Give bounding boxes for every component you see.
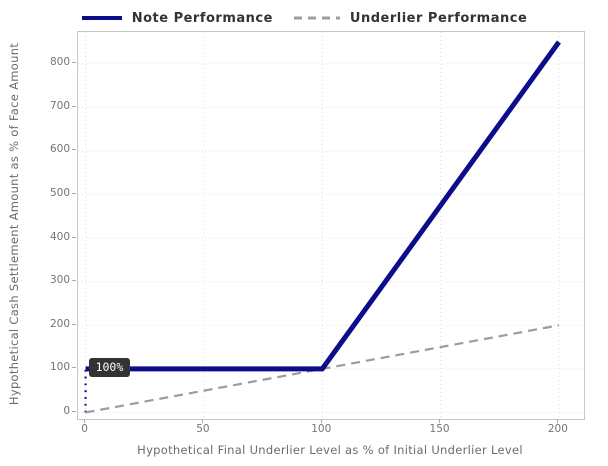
y-axis-title: Hypothetical Cash Settlement Amount as %… <box>7 42 21 406</box>
x-axis-title: Hypothetical Final Underlier Level as % … <box>137 443 523 457</box>
x-tick-label: 150 <box>429 423 450 435</box>
y-tick-mark <box>72 193 76 195</box>
y-tick-label: 100 <box>49 361 70 374</box>
x-tick-mark <box>320 419 322 423</box>
y-tick-mark <box>72 280 76 282</box>
y-tick-mark <box>72 410 76 412</box>
plot-area <box>77 31 585 420</box>
y-tick-mark <box>72 236 76 238</box>
x-tick-label: 50 <box>196 423 210 435</box>
x-tick-label: 200 <box>547 423 568 435</box>
legend-label-underlier-performance: Underlier Performance <box>349 10 528 26</box>
y-tick-label: 700 <box>49 99 70 112</box>
chart-legend: Note Performance Underlier Performance <box>0 7 608 29</box>
series-line-note-performance <box>85 40 561 372</box>
x-tick-mark <box>84 419 86 423</box>
y-tick-mark <box>72 149 76 151</box>
x-tick-mark <box>557 419 559 423</box>
y-tick-label: 600 <box>49 143 70 156</box>
y-tick-mark <box>72 105 76 107</box>
y-tick-label: 400 <box>49 230 70 243</box>
x-tick-mark <box>439 419 441 423</box>
y-tick-label: 500 <box>49 187 70 200</box>
legend-item-underlier-performance: Underlier Performance <box>293 11 527 26</box>
dashed-line-swatch-icon <box>293 16 340 20</box>
y-tick-mark <box>72 367 76 369</box>
y-tick-label: 200 <box>49 317 70 330</box>
x-tick-label: 100 <box>311 423 332 435</box>
legend-item-note-performance: Note Performance <box>81 11 273 26</box>
y-tick-label: 800 <box>49 56 70 69</box>
y-tick-label: 0 <box>63 404 70 417</box>
legend-label-note-performance: Note Performance <box>131 10 273 26</box>
x-tick-mark <box>202 419 204 423</box>
initial-level-annotation: 100% <box>88 357 131 377</box>
x-tick-label: 0 <box>81 423 88 435</box>
y-tick-mark <box>72 323 76 325</box>
solid-line-swatch-icon <box>81 16 122 20</box>
chart-canvas <box>78 32 584 419</box>
y-tick-mark <box>72 62 76 64</box>
y-tick-label: 300 <box>49 274 70 287</box>
